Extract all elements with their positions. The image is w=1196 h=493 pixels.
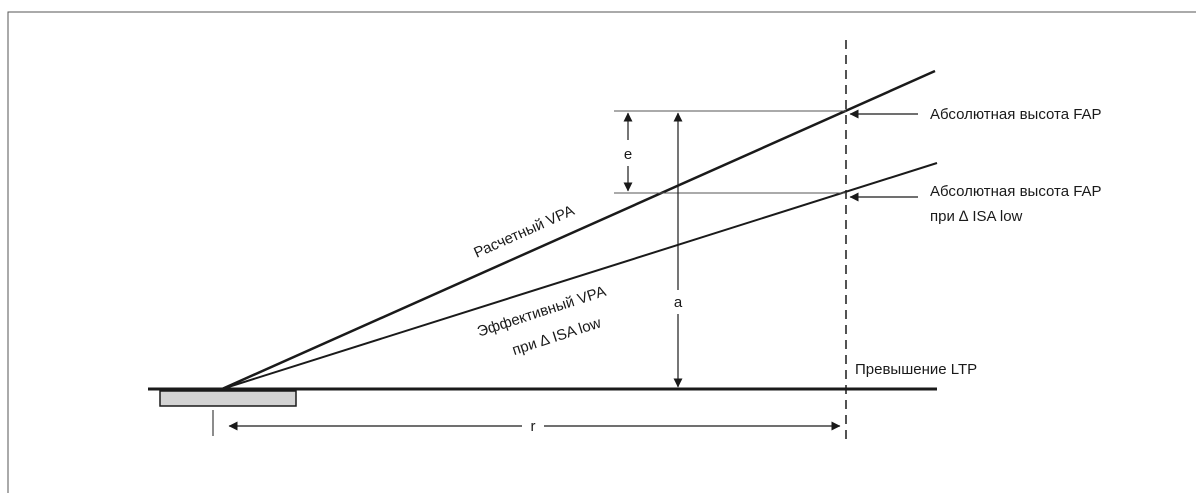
ltp-elevation-label: Превышение LTP (855, 361, 977, 378)
fap-altitude-low-label-1: Абсолютная высота FAP (930, 183, 1102, 200)
effective-vpa-line (221, 162, 938, 390)
fap-altitude-low-label-2: при ∆ ISA low (930, 208, 1023, 225)
runway-block (159, 390, 297, 407)
dim-a-label: a (674, 294, 683, 311)
dim-e-label: e (624, 146, 632, 163)
calculated-vpa-label: Расчетный VPA (471, 202, 577, 262)
fap-altitude-label: Абсолютная высота FAP (930, 106, 1102, 123)
calculated-vpa-line (221, 69, 936, 391)
diagram-frame (7, 11, 1196, 493)
dim-r-label: r (531, 418, 536, 435)
